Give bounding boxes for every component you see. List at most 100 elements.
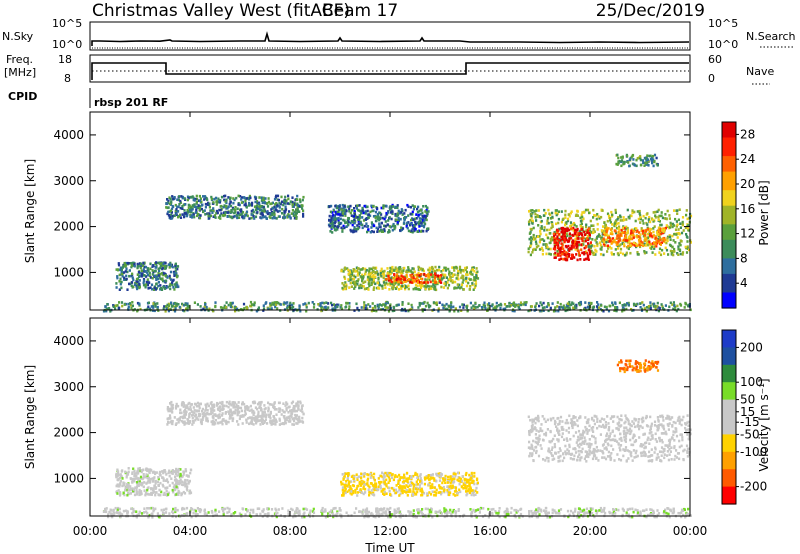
echo-cell bbox=[616, 153, 619, 157]
echo-cell bbox=[188, 304, 191, 308]
echo-cell bbox=[555, 243, 558, 247]
echo-cell bbox=[447, 304, 450, 308]
echo-cell bbox=[223, 204, 226, 207]
echo-cell bbox=[612, 510, 615, 514]
echo-cell bbox=[125, 277, 128, 281]
echo-cell bbox=[240, 212, 243, 216]
echo-cell bbox=[602, 309, 605, 313]
echo-cell bbox=[337, 303, 340, 307]
echo-cell bbox=[588, 233, 591, 237]
echo-cell bbox=[531, 209, 534, 212]
echo-cell bbox=[575, 253, 578, 256]
echo-cell bbox=[394, 281, 397, 285]
echo-cell bbox=[386, 223, 389, 226]
echo-cell bbox=[629, 244, 632, 247]
echo-cell bbox=[340, 514, 343, 517]
echo-cell bbox=[625, 511, 628, 514]
echo-cell bbox=[354, 220, 357, 223]
echo-cell bbox=[660, 214, 663, 218]
echo-cell bbox=[498, 507, 501, 510]
echo-cell bbox=[478, 511, 481, 514]
echo-cell bbox=[615, 162, 618, 166]
colorbar-segment bbox=[722, 267, 736, 272]
echo-cell bbox=[287, 512, 290, 515]
echo-cell bbox=[202, 195, 205, 198]
echo-cell bbox=[407, 309, 410, 313]
echo-cell bbox=[512, 301, 516, 305]
echo-cell bbox=[386, 300, 389, 304]
echo-cell bbox=[192, 198, 195, 202]
echo-cell bbox=[385, 281, 388, 285]
echo-cell bbox=[361, 223, 364, 227]
echo-cell bbox=[344, 214, 347, 217]
echo-cell bbox=[345, 225, 348, 228]
echo-cell bbox=[519, 303, 523, 307]
echo-cell bbox=[616, 237, 619, 240]
echo-cell bbox=[130, 477, 133, 481]
echo-cell bbox=[165, 489, 168, 493]
echo-cell bbox=[393, 512, 396, 516]
echo-cell bbox=[152, 487, 155, 490]
echo-cell bbox=[228, 507, 231, 511]
echo-cell bbox=[350, 278, 353, 281]
echo-cell bbox=[528, 512, 531, 515]
echo-cell bbox=[125, 475, 128, 479]
echo-cell bbox=[574, 237, 577, 241]
echo-cell bbox=[659, 227, 662, 231]
echo-cell bbox=[223, 304, 226, 308]
echo-cell bbox=[686, 247, 689, 250]
echo-cell bbox=[380, 229, 383, 232]
echo-cell bbox=[528, 232, 531, 235]
echo-cell bbox=[686, 236, 689, 239]
echo-cell bbox=[539, 230, 542, 233]
echo-cell bbox=[396, 212, 399, 215]
echo-cell bbox=[426, 301, 429, 305]
echo-cell bbox=[348, 207, 351, 211]
echo-cell bbox=[267, 513, 270, 517]
echo-cell bbox=[602, 239, 605, 242]
echo-cell bbox=[600, 215, 603, 219]
echo-cell bbox=[425, 218, 428, 222]
echo-cell bbox=[417, 222, 420, 226]
echo-cell bbox=[141, 482, 144, 485]
echo-cell bbox=[248, 201, 251, 205]
echo-cell bbox=[623, 160, 626, 164]
echo-cell bbox=[454, 280, 457, 284]
echo-cell bbox=[129, 282, 132, 286]
echo-cell bbox=[585, 507, 589, 511]
echo-cell bbox=[340, 515, 343, 519]
echo-cell bbox=[267, 200, 270, 204]
echo-cell bbox=[170, 217, 174, 220]
echo-cell bbox=[351, 223, 354, 227]
echo-cell bbox=[396, 213, 400, 217]
echo-cell bbox=[249, 300, 253, 304]
echo-cell bbox=[488, 302, 491, 305]
y-tick-label: 2000 bbox=[53, 220, 84, 234]
echo-cell bbox=[329, 210, 332, 214]
echo-cell bbox=[444, 307, 447, 311]
echo-cell bbox=[564, 309, 567, 313]
nave-label: Nave bbox=[746, 65, 774, 78]
echo-cell bbox=[443, 515, 446, 519]
echo-cell bbox=[416, 273, 419, 277]
echo-cell bbox=[557, 309, 560, 313]
echo-cell bbox=[630, 229, 633, 233]
colorbar-segment bbox=[722, 177, 736, 182]
echo-cell bbox=[448, 511, 451, 514]
echo-cell bbox=[425, 280, 428, 284]
echo-cell bbox=[602, 242, 605, 246]
echo-cell bbox=[572, 302, 575, 306]
echo-cell bbox=[532, 235, 535, 239]
echo-cell bbox=[245, 306, 248, 309]
echo-cell bbox=[674, 305, 677, 309]
echo-cell bbox=[307, 301, 310, 305]
echo-cell bbox=[287, 194, 290, 198]
echo-cell bbox=[572, 246, 575, 249]
echo-cell bbox=[370, 267, 373, 271]
echo-cell bbox=[184, 303, 187, 306]
echo-cell bbox=[545, 243, 548, 246]
echo-cell bbox=[148, 274, 151, 277]
colorbar-segment bbox=[722, 184, 736, 188]
echo-cell bbox=[538, 215, 541, 218]
echo-cell bbox=[586, 231, 589, 234]
